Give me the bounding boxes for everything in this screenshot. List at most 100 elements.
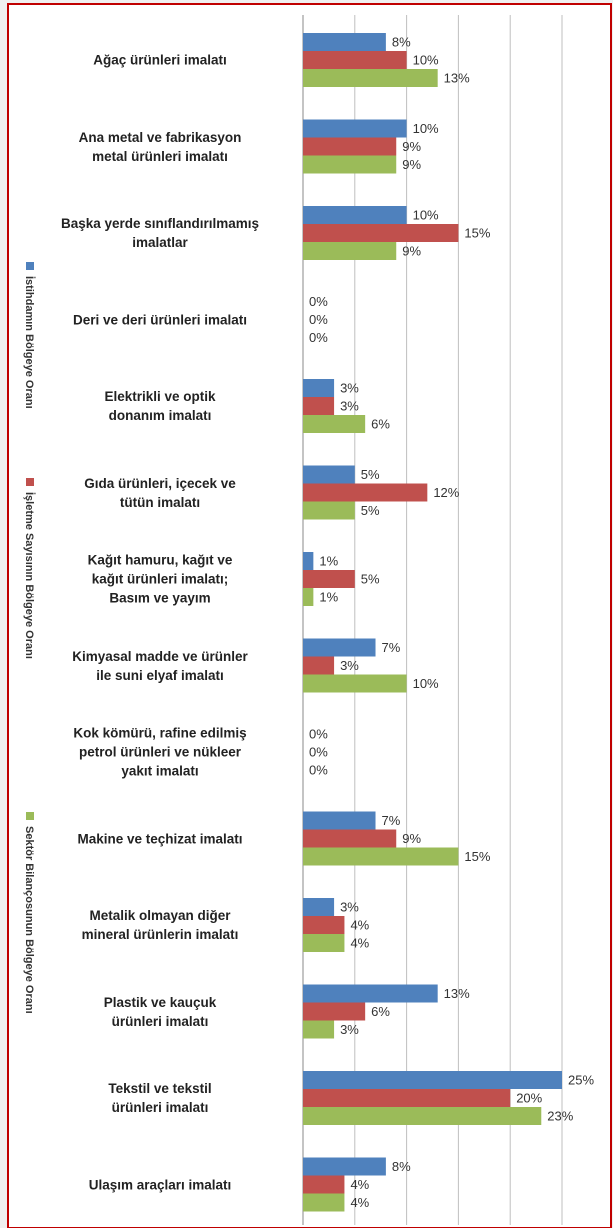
bar xyxy=(303,242,397,260)
category-label: Elektrikli ve optik donanım imalatı xyxy=(104,389,216,423)
value-label: 3% xyxy=(340,398,359,413)
value-label: 3% xyxy=(340,899,359,914)
legend-item: İşletme Sayısının Bölgeye Oranı xyxy=(23,478,36,659)
value-label: 20% xyxy=(516,1090,542,1105)
legend-item: Sektör Bilançosunun Bölgeye Oranı xyxy=(23,812,35,1014)
bar xyxy=(303,119,407,138)
value-label: 15% xyxy=(464,225,490,240)
category-label: Kimyasal madde ve ürünler ile suni elyaf… xyxy=(72,648,248,683)
category-label: Ana metal ve fabrikasyon metal ürünleri … xyxy=(78,129,242,164)
category-label: Kağıt hamuru, kağıt ve kağıt ürünleri im… xyxy=(87,552,233,606)
value-label: 23% xyxy=(547,1108,573,1123)
bar xyxy=(303,379,335,397)
value-label: 0% xyxy=(309,726,328,741)
value-label: 5% xyxy=(361,503,380,518)
value-label: 7% xyxy=(382,640,401,655)
bar xyxy=(303,33,386,51)
value-label: 0% xyxy=(309,330,328,345)
bar xyxy=(303,1175,345,1194)
bar xyxy=(303,552,314,570)
value-label: 12% xyxy=(433,485,459,500)
bar xyxy=(303,483,428,502)
value-label: 8% xyxy=(392,34,411,49)
bar xyxy=(303,1157,386,1176)
value-label: 4% xyxy=(350,1195,369,1210)
bar xyxy=(303,656,335,675)
bar xyxy=(303,1002,366,1021)
value-label: 3% xyxy=(340,1022,359,1037)
legend-label: İstihdamın Bölgeye Oranı xyxy=(23,276,36,409)
legend-swatch xyxy=(26,812,34,820)
value-label: 0% xyxy=(309,312,328,327)
bar xyxy=(303,1193,345,1212)
value-label: 9% xyxy=(402,831,421,846)
value-label: 0% xyxy=(309,744,328,759)
value-label: 10% xyxy=(413,207,439,222)
category-label: Metalik olmayan diğer mineral ürünlerin … xyxy=(81,908,239,942)
bar xyxy=(303,811,376,830)
value-label: 5% xyxy=(361,571,380,586)
bar xyxy=(303,51,407,69)
value-label: 0% xyxy=(309,762,328,777)
value-label: 3% xyxy=(340,658,359,673)
value-label: 6% xyxy=(371,416,390,431)
bar xyxy=(303,588,314,606)
value-label: 13% xyxy=(444,986,470,1001)
category-label: Deri ve deri ürünleri imalatı xyxy=(72,312,248,327)
legend-swatch xyxy=(26,478,34,486)
bar xyxy=(303,570,355,588)
category-label: Ağaç ürünleri imalatı xyxy=(93,52,227,68)
value-label: 4% xyxy=(350,1177,369,1192)
bar xyxy=(303,984,438,1003)
legend-label: Sektör Bilançosunun Bölgeye Oranı xyxy=(23,826,35,1014)
bar xyxy=(303,847,459,866)
value-label: 6% xyxy=(371,1004,390,1019)
value-label: 10% xyxy=(413,121,439,136)
value-label: 1% xyxy=(319,589,338,604)
category-label: Tekstil ve tekstil ürünleri imalatı xyxy=(108,1081,212,1115)
category-label: Makine ve teçhizat imalatı xyxy=(77,831,243,846)
value-label: 7% xyxy=(382,813,401,828)
value-label: 9% xyxy=(402,139,421,154)
bar xyxy=(303,206,407,224)
category-label: Başka yerde sınıflandırılmamış imalatlar xyxy=(60,216,260,250)
bar xyxy=(303,638,376,657)
bar xyxy=(303,934,345,952)
bar xyxy=(303,415,366,433)
value-label: 13% xyxy=(444,70,470,85)
frame xyxy=(7,3,612,1228)
bar xyxy=(303,829,397,848)
category-label: Gıda ürünleri, içecek ve tütün imalatı xyxy=(84,475,236,510)
bar xyxy=(303,224,459,242)
bar xyxy=(303,898,335,916)
bar xyxy=(303,1020,335,1039)
value-label: 9% xyxy=(402,243,421,258)
value-label: 9% xyxy=(402,157,421,172)
bar xyxy=(303,674,407,693)
value-label: 25% xyxy=(568,1072,594,1087)
value-label: 10% xyxy=(413,52,439,67)
value-label: 15% xyxy=(464,849,490,864)
bar xyxy=(303,501,355,520)
value-label: 8% xyxy=(392,1159,411,1174)
bar xyxy=(303,137,397,156)
bar xyxy=(303,465,355,484)
category-label: Ulaşım araçları imalatı xyxy=(88,1177,232,1192)
value-label: 4% xyxy=(350,917,369,932)
legend-swatch xyxy=(26,262,34,270)
value-label: 4% xyxy=(350,935,369,950)
category-label: Kok kömürü, rafine edilmiş petrol ürünle… xyxy=(73,725,247,779)
bar xyxy=(303,1107,542,1125)
bar xyxy=(303,69,438,87)
bar xyxy=(303,155,397,174)
bar xyxy=(303,1089,511,1107)
bar xyxy=(303,1071,562,1089)
legend-item: İstihdamın Bölgeye Oranı xyxy=(23,262,36,409)
value-label: 0% xyxy=(309,294,328,309)
value-label: 1% xyxy=(319,553,338,568)
value-label: 3% xyxy=(340,380,359,395)
legend-label: İşletme Sayısının Bölgeye Oranı xyxy=(23,492,36,659)
value-label: 5% xyxy=(361,467,380,482)
